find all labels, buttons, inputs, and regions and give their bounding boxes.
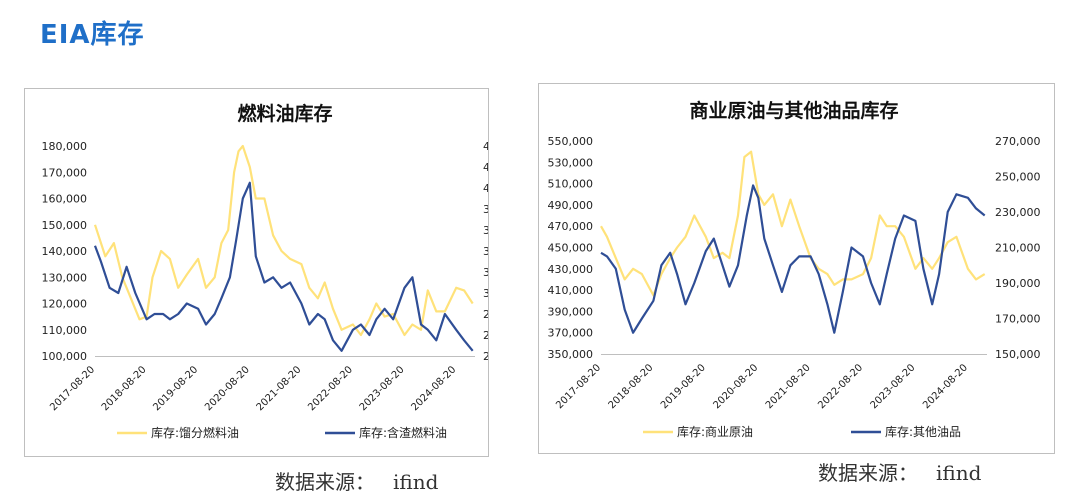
left-axis-tick-label: 470,000 [548,220,594,233]
source-value: ifind [393,470,439,494]
left-axis-tick-label: 390,000 [548,305,594,318]
crude-other-chart-panel: 商业原油与其他油品库存 350,000 370,000 390,000 410,000 4… [538,83,1055,454]
x-axis-tick-label: 2023-08-20 [869,362,918,411]
x-axis-tick-label: 2022-08-20 [816,362,865,411]
left-axis-tick-label: 370,000 [548,327,594,340]
left-axis-tick-label: 350,000 [548,348,594,361]
x-axis-tick-label: 2021-08-20 [764,362,813,411]
x-axis-tick-label: 2018-08-20 [100,364,149,413]
chart-title: 燃料油库存 [237,102,332,125]
x-axis-tick-label: 2024-08-20 [409,364,458,413]
right-axis-tick-label: 39,000 [483,203,488,216]
right-axis-tick-label: 45,000 [483,140,488,153]
right-axis-tick-label: 230,000 [995,206,1041,219]
x-axis-tick-label: 2023-08-20 [358,364,407,413]
right-axis-tick-label: 27,000 [483,329,488,342]
x-axis-tick-label: 2022-08-20 [306,364,355,413]
series-line [93,144,474,337]
left-axis-tick-label: 100,000 [42,350,88,363]
page-title: EIA库存 [40,20,145,50]
left-axis-tick-label: 160,000 [42,193,88,206]
x-axis-tick-label: 2019-08-20 [151,364,200,413]
series-line [93,181,474,352]
series-line [600,150,986,297]
data-source-right: 数据来源： ifind [818,457,981,486]
legend-label: 库存:馏分燃料油 [151,425,239,440]
x-axis-tick-label: 2017-08-20 [48,364,97,413]
right-axis-tick-label: 33,000 [483,266,488,279]
right-axis-tick-label: 250,000 [995,171,1041,184]
right-axis-tick-label: 190,000 [995,277,1041,290]
right-axis-tick-label: 25,000 [483,350,488,363]
x-axis-tick-label: 2019-08-20 [659,362,708,411]
left-axis-tick-label: 510,000 [548,178,594,191]
left-axis-tick-label: 530,000 [548,156,594,169]
legend-label: 库存:含渣燃料油 [359,425,447,440]
right-axis-tick-label: 210,000 [995,242,1041,255]
x-axis-tick-label: 2021-08-20 [255,364,304,413]
right-axis-tick-label: 41,000 [483,182,488,195]
right-axis-tick-label: 29,000 [483,308,488,321]
source-value: ifind [936,461,982,485]
x-axis-tick-label: 2020-08-20 [712,362,761,411]
left-axis-tick-label: 430,000 [548,263,594,276]
data-source-left: 数据来源： ifind [275,466,438,495]
left-axis-tick-label: 450,000 [548,242,594,255]
right-axis-tick-label: 43,000 [483,161,488,174]
left-axis-tick-label: 410,000 [548,284,594,297]
legend-label: 库存:商业原油 [677,424,753,439]
legend-label: 库存:其他油品 [885,424,961,439]
fuel-oil-chart: 燃料油库存 100,000 110,000 120,000 130,000 140,000… [42,102,489,440]
right-axis-tick-label: 31,000 [483,287,488,300]
source-label: 数据来源： [275,470,375,494]
left-axis-tick-label: 130,000 [42,271,88,284]
left-axis-tick-label: 140,000 [42,245,88,258]
left-axis-tick-label: 110,000 [42,324,88,337]
left-axis-tick-label: 490,000 [548,199,594,212]
series-line [600,184,986,334]
left-axis-tick-label: 120,000 [42,298,88,311]
right-axis-tick-label: 170,000 [995,313,1041,326]
x-axis-tick-label: 2024-08-20 [921,362,970,411]
left-axis-tick-label: 180,000 [42,140,88,153]
chart-title: 商业原油与其他油品库存 [689,99,898,122]
x-axis-tick-label: 2018-08-20 [607,362,656,411]
right-axis-tick-label: 150,000 [995,348,1041,361]
left-axis-tick-label: 550,000 [548,135,594,148]
x-axis-tick-label: 2017-08-20 [554,362,603,411]
source-label: 数据来源： [818,461,918,485]
x-axis-tick-label: 2020-08-20 [203,364,252,413]
right-axis-tick-label: 37,000 [483,224,488,237]
left-axis-tick-label: 170,000 [42,166,88,179]
right-axis-tick-label: 270,000 [995,135,1041,148]
right-axis-tick-label: 35,000 [483,245,488,258]
left-axis-tick-label: 150,000 [42,219,88,232]
crude-other-chart: 商业原油与其他油品库存 350,000 370,000 390,000 410,000 4… [548,99,1041,439]
fuel-oil-chart-panel: 燃料油库存 100,000 110,000 120,000 130,000 140,000… [24,88,489,457]
